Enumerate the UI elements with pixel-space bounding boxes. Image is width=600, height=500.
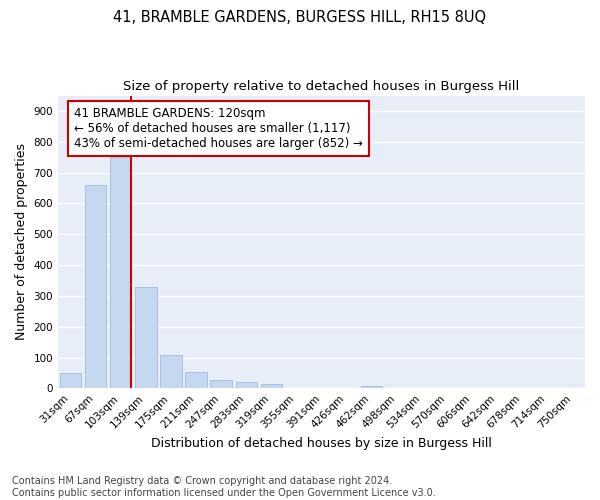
Bar <box>236 382 257 388</box>
Bar <box>160 356 182 388</box>
Bar <box>60 373 81 388</box>
X-axis label: Distribution of detached houses by size in Burgess Hill: Distribution of detached houses by size … <box>151 437 492 450</box>
Bar <box>135 286 157 388</box>
Bar <box>85 185 106 388</box>
Bar <box>260 384 282 388</box>
Text: Contains HM Land Registry data © Crown copyright and database right 2024.
Contai: Contains HM Land Registry data © Crown c… <box>12 476 436 498</box>
Bar <box>110 157 131 388</box>
Y-axis label: Number of detached properties: Number of detached properties <box>15 144 28 340</box>
Bar <box>361 386 382 388</box>
Text: 41, BRAMBLE GARDENS, BURGESS HILL, RH15 8UQ: 41, BRAMBLE GARDENS, BURGESS HILL, RH15 … <box>113 10 487 25</box>
Bar <box>185 372 207 388</box>
Text: 41 BRAMBLE GARDENS: 120sqm
← 56% of detached houses are smaller (1,117)
43% of s: 41 BRAMBLE GARDENS: 120sqm ← 56% of deta… <box>74 108 363 150</box>
Title: Size of property relative to detached houses in Burgess Hill: Size of property relative to detached ho… <box>124 80 520 93</box>
Bar <box>211 380 232 388</box>
